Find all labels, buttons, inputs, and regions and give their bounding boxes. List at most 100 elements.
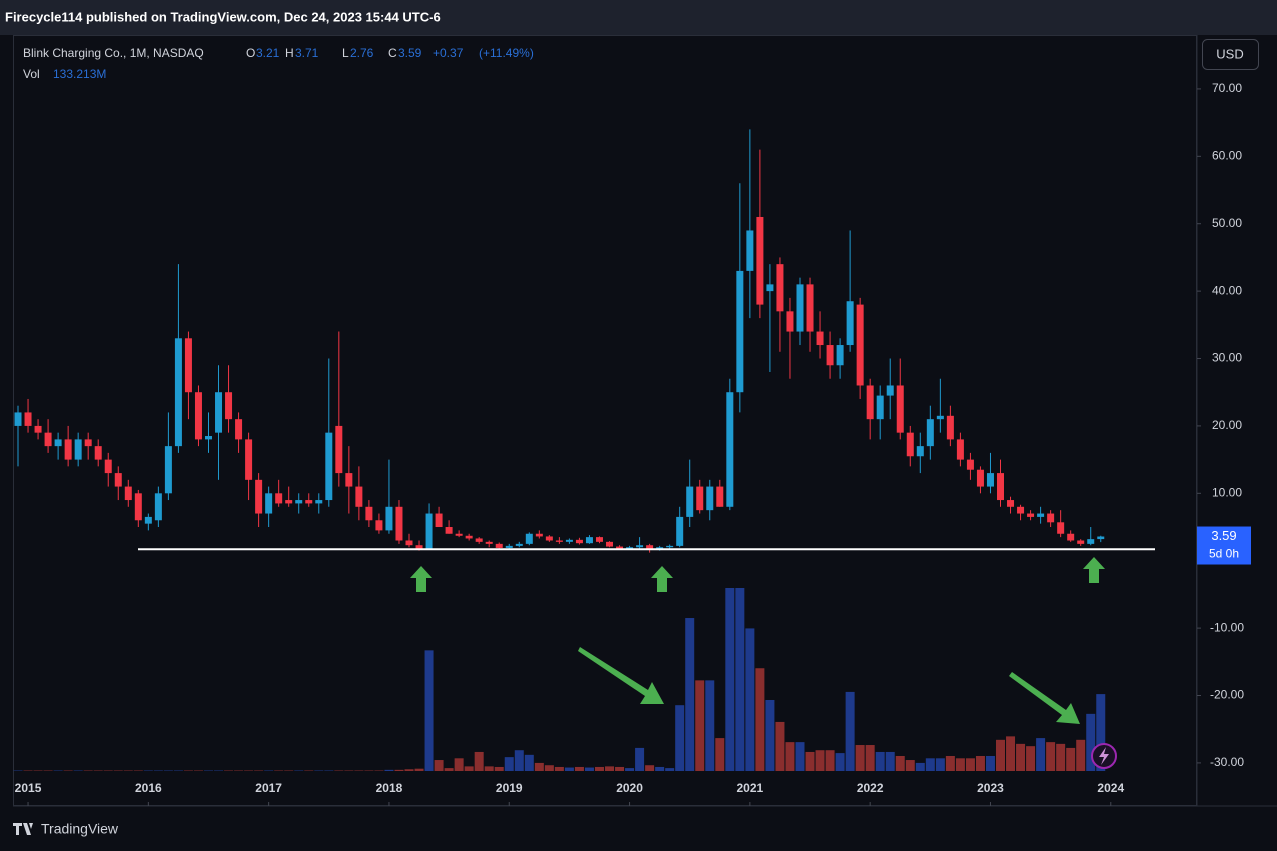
logo	[13, 823, 33, 835]
candle-body	[415, 545, 423, 549]
volume-value: 133.213M	[53, 67, 106, 81]
candle-body	[535, 533, 543, 537]
y-tick-label: 10.00	[1212, 485, 1242, 499]
candle-body	[1087, 539, 1095, 544]
candle-body	[1007, 500, 1015, 507]
x-tick-label: 2020	[616, 781, 643, 795]
volume-bar	[765, 699, 775, 771]
volume-bar	[594, 766, 604, 771]
volume-bar	[915, 762, 925, 771]
volume-bar	[655, 766, 665, 771]
candle-body	[1027, 513, 1035, 517]
x-tick-label: 2024	[1097, 781, 1124, 795]
volume-bar	[1056, 743, 1066, 771]
candle-body	[866, 385, 874, 420]
volume-bar	[1086, 713, 1096, 771]
y-tick-label: 40.00	[1212, 283, 1242, 297]
currency[interactable]: USD	[1216, 46, 1243, 61]
candle-body	[255, 479, 263, 514]
candle-body	[876, 395, 884, 420]
candle-body	[225, 392, 233, 420]
candle-body	[906, 432, 914, 457]
x-tick-label: 2017	[255, 781, 282, 795]
candle-body	[766, 284, 774, 292]
candle-body	[616, 546, 624, 549]
candle-body	[646, 545, 654, 550]
candle-body	[816, 331, 824, 346]
volume-bar	[825, 750, 835, 771]
close-value: 3.59	[398, 46, 422, 60]
candle-body	[585, 537, 593, 544]
candle-body	[1067, 533, 1075, 541]
volume-bar	[1046, 742, 1056, 771]
candle-body	[335, 425, 343, 474]
candle-body	[505, 545, 513, 548]
y-tick-label: 60.00	[1212, 148, 1242, 162]
volume-bar	[394, 769, 404, 771]
y-tick-label: -20.00	[1210, 688, 1244, 702]
volume-bar	[996, 739, 1006, 771]
candle-body	[204, 436, 212, 440]
candle-body	[966, 459, 974, 470]
candle-body	[475, 538, 483, 542]
volume-bar	[514, 750, 524, 771]
arrow	[1083, 557, 1105, 583]
candle-body	[74, 439, 82, 460]
arrow	[651, 566, 673, 592]
change-pct: (+11.49%)	[479, 46, 534, 60]
volume-bar	[544, 765, 554, 771]
volume-bar	[965, 758, 975, 771]
y-tick-label: 50.00	[1212, 216, 1242, 230]
candle-body	[114, 473, 122, 487]
publisher: Firecycle114 published on TradingView.co…	[5, 9, 441, 24]
volume-bar	[805, 751, 815, 771]
candle-body	[696, 486, 704, 511]
volume-bar	[755, 668, 765, 771]
volume-bar	[1016, 743, 1026, 771]
volume-bar	[554, 766, 564, 771]
volume-bar	[625, 768, 635, 771]
volume-bar	[695, 680, 705, 771]
candle-body	[315, 500, 323, 504]
y-tick-label: -30.00	[1210, 755, 1244, 769]
candle-body	[375, 520, 383, 531]
candle-body	[575, 539, 583, 544]
price-tag	[1197, 526, 1251, 565]
candle-body	[856, 304, 864, 386]
legend: Blink Charging Co., 1M, NASDAQ O 3.21 H …	[23, 46, 534, 81]
volume-bar	[855, 745, 865, 771]
volume-bar	[905, 760, 915, 771]
candle-body	[676, 516, 684, 546]
candle-body	[926, 419, 934, 447]
volume-bar	[835, 753, 845, 771]
volume-bar	[775, 721, 785, 771]
plot	[13, 129, 1155, 771]
volume-bar	[444, 768, 454, 771]
candle-body	[1057, 522, 1065, 534]
close-label: C	[388, 46, 397, 60]
volume-bar	[665, 768, 675, 771]
arrow	[578, 647, 664, 704]
candle-body	[345, 473, 353, 487]
volume-bar	[434, 760, 444, 771]
volume-bar	[645, 765, 655, 771]
candle-body	[726, 392, 734, 507]
volume-bar	[955, 758, 965, 771]
candle-body	[84, 439, 92, 447]
candle-body	[245, 439, 253, 480]
candle-body	[495, 543, 503, 548]
annotations	[410, 557, 1117, 769]
candle-body	[545, 536, 553, 541]
candle-body	[215, 392, 223, 433]
volume-bar	[1036, 738, 1046, 771]
volume-bar	[715, 738, 725, 771]
volume-bar	[975, 755, 985, 771]
volume-bar	[414, 768, 424, 771]
y-tick-label: 20.00	[1212, 418, 1242, 432]
candle-body	[275, 493, 283, 504]
top-bar	[0, 0, 1277, 35]
currency-button[interactable]	[1202, 39, 1259, 70]
candle-body	[435, 513, 443, 528]
candle-body	[405, 540, 413, 546]
volume-bar	[685, 618, 695, 771]
